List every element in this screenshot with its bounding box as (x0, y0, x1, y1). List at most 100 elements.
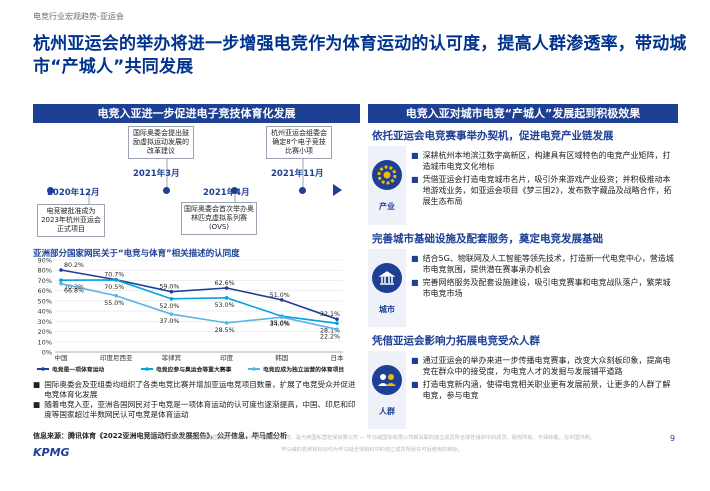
timeline: 2020年12月 电竞被批准成为2023年杭州亚运会正式项目 2021年3月 国… (33, 124, 360, 242)
timeline-event: 电竞被批准成为2023年杭州亚运会正式项目 (37, 204, 105, 237)
bullet-item: ■ 结合5G、物联网及人工智能等领先技术，打造新一代电竞中心，营造城市电竞氛围，… (411, 253, 675, 275)
data-point (224, 321, 229, 325)
data-point (280, 315, 284, 320)
data-point (114, 293, 118, 298)
legend-marker (252, 367, 256, 371)
bullet-icon: ■ (411, 254, 419, 263)
timeline-dot (231, 187, 238, 194)
y-tick-label: 90% (38, 257, 52, 265)
timeline-date: 2021年3月 (133, 169, 180, 179)
section-title: 完善城市基础设施及配套服务，奠定电竞发展基础 (372, 233, 603, 245)
data-point (169, 297, 174, 301)
data-label: 28.1% (320, 327, 340, 334)
x-tick-label: 中国 (55, 353, 68, 362)
data-point (59, 281, 63, 286)
x-tick-label: 印度尼西亚 (100, 353, 133, 362)
series-line (60, 282, 338, 331)
y-tick-label: 0% (42, 349, 52, 357)
notes-list: ■ 国际奥委会及亚组委均组织了各类电竞比赛并增加亚运电竞项目数量，扩展了电竞受众… (33, 380, 360, 420)
bullet-item: ■ 完善网络服务及配套设施建设，吸引电竞赛事和电竞战队落户，繁荣城市电竞市场 (411, 277, 675, 299)
data-label: 59.0% (159, 284, 179, 291)
page-number: 9 (670, 434, 676, 443)
data-point (169, 289, 174, 294)
bullet-text: 凭借亚运会打造电竞城市名片，吸引外来游戏产业投资；并积极推动本地游戏业务，如亚运… (422, 175, 672, 206)
y-tick-label: 70% (38, 277, 52, 285)
bullet-icon: ■ (33, 380, 41, 389)
data-label: 32.1% (320, 311, 340, 318)
timeline-date: 2020年12月 (47, 188, 100, 198)
section-label: 城市 (379, 305, 395, 314)
data-label: 66.8% (64, 288, 84, 295)
note-text: 国际奥委会及亚组委均组织了各类电竞比赛并增加亚运电竞项目数量，扩展了电竞受众并促… (44, 380, 356, 399)
timeline-date: 2021年11月 (271, 169, 324, 179)
section-icon-column: 人群 (368, 351, 406, 429)
data-label: 22.2% (320, 333, 340, 340)
x-tick-label: 印度 (220, 353, 234, 362)
y-tick-label: 10% (38, 338, 52, 346)
x-tick-label: 菲律宾 (162, 353, 182, 362)
data-label: 62.6% (215, 280, 235, 287)
bullet-text: 打造电竞新内涵，使得电竞相关职业更有发展前景，让更多的人群了解电竞，参与电竞 (422, 380, 671, 400)
bullet-icon: ■ (411, 278, 419, 287)
bullet-text: 完善网络服务及配套设施建设，吸引电竞赛事和电竞战队落户，繁荣城市电竞市场 (422, 278, 671, 298)
legend-label: 电竞应成为独立运营的体育项目 (263, 366, 344, 374)
legend-label: 电竞是一项体育运动 (52, 366, 104, 374)
line-chart: 0% 10% 20% 30% 40% 50% 60% 70% 80% 90% 中国 印度尼西亚 菲律宾 印… (37, 257, 345, 374)
y-tick-label: 40% (38, 308, 52, 316)
timeline-event: 国际奥委会提出鼓励虚拟运动发展的改革建议 (128, 126, 194, 159)
bullet-icon: ■ (411, 356, 419, 365)
series-line (60, 279, 338, 325)
bullet-icon: ■ (33, 400, 41, 409)
section-bullets: ■ 结合5G、物联网及人工智能等领先技术，打造新一代电竞中心，营造城市电竞氛围，… (411, 253, 675, 299)
data-point (335, 327, 339, 332)
section-title: 依托亚运会电竞赛事举办契机，促进电竞产业链发展 (372, 130, 614, 142)
kpmg-logo: KPMG (33, 446, 70, 459)
timeline-dot (299, 187, 306, 194)
legend-label: 电竞应参与奥运会等重大赛事 (156, 366, 232, 374)
timeline-dot (163, 187, 170, 194)
bullet-item: ■ 通过亚运会的举办来进一步传播电竞赛事，改变大众刻板印象，提高电竞在群众中的接… (411, 355, 675, 377)
data-point (280, 298, 284, 302)
timeline-dot (47, 187, 54, 194)
section-title: 凭借亚运会影响力拓展电竞受众人群 (372, 335, 540, 347)
bullet-item: ■ 深耕杭州本地滨江数字高新区，构建具有区域特色的电竞产业矩阵，打造城市电竞文化… (411, 150, 675, 172)
section-label: 产业 (379, 202, 395, 211)
y-tick-label: 50% (38, 297, 52, 305)
source-note: 信息来源：腾讯体育《2022亚洲电竞运动行业发展报告》，公开信息，毕马威分析 (33, 432, 287, 440)
data-label: 70.5% (104, 284, 124, 291)
note-item: ■ 随着电竞入亚，亚洲各国网民对于电竞是一项体育运动的认可度也逐渐提高，中国、印… (33, 400, 360, 420)
data-point (224, 286, 229, 290)
data-label: 37.0% (159, 318, 179, 325)
data-point (335, 321, 339, 326)
y-tick-label: 30% (38, 318, 52, 326)
bullet-item: ■ 打造电竞新内涵，使得电竞相关职业更有发展前景，让更多的人群了解电竞，参与电竞 (411, 379, 675, 401)
series-line (60, 269, 338, 320)
bullet-icon: ■ (411, 175, 419, 184)
data-point (224, 296, 229, 300)
breadcrumb: 电竞行业宏观趋势-亚运会 (33, 12, 124, 21)
data-label: 55.0% (104, 300, 124, 307)
section-bullets: ■ 深耕杭州本地滨江数字高新区，构建具有区域特色的电竞产业矩阵，打造城市电竞文化… (411, 150, 675, 207)
city-building-icon (372, 263, 402, 293)
x-tick-label: 韩国 (275, 353, 288, 362)
people-icon (372, 365, 402, 395)
bullet-item: ■ 凭借亚运会打造电竞城市名片，吸引外来游戏产业投资；并积极推动本地游戏业务，如… (411, 174, 675, 207)
footer-copyright: © 2023毕马威企业咨询(中国)有限公司 — 中国有限责任公司，是与英国私营担… (149, 435, 595, 441)
timeline-event: 杭州亚运会组委会确定8个电子竞技比赛小项 (266, 126, 332, 159)
data-point (59, 278, 63, 282)
data-label: 80.2% (64, 262, 84, 269)
page-title: 杭州亚运会的举办将进一步增强电竞作为体育运动的认可度，提高人群渗透率，带动城市“… (33, 34, 687, 77)
right-panel-heading: 电竞入亚对城市电竞“产城人”发展起到积极效果 (368, 104, 678, 123)
y-tick-label: 80% (38, 267, 52, 275)
bullet-text: 通过亚运会的举办来进一步传播电竞赛事，改变大众刻板印象，提高电竞在群众中的接受度… (422, 356, 671, 376)
footer-trademark: 毕马威的名称和标识均为毕马威全球组织中的独立成员所经许可后使用的商标。 (281, 447, 463, 453)
note-text: 随着电竞入亚，亚洲各国网民对于电竞是一项体育运动的认可度也逐渐提高，中国、印尼和… (44, 400, 356, 419)
data-point (59, 268, 63, 272)
legend-marker (145, 367, 149, 371)
x-tick-label: 日本 (331, 353, 345, 362)
section-icon-column: 城市 (368, 249, 406, 327)
left-panel-heading: 电竞入亚进一步促进电子竞技体育化发展 (33, 104, 360, 123)
chart-title: 亚洲部分国家网民关于“电竞与体育”相关描述的认同度 (33, 249, 240, 259)
bullet-icon: ■ (411, 151, 419, 160)
timeline-arrow (51, 154, 342, 204)
